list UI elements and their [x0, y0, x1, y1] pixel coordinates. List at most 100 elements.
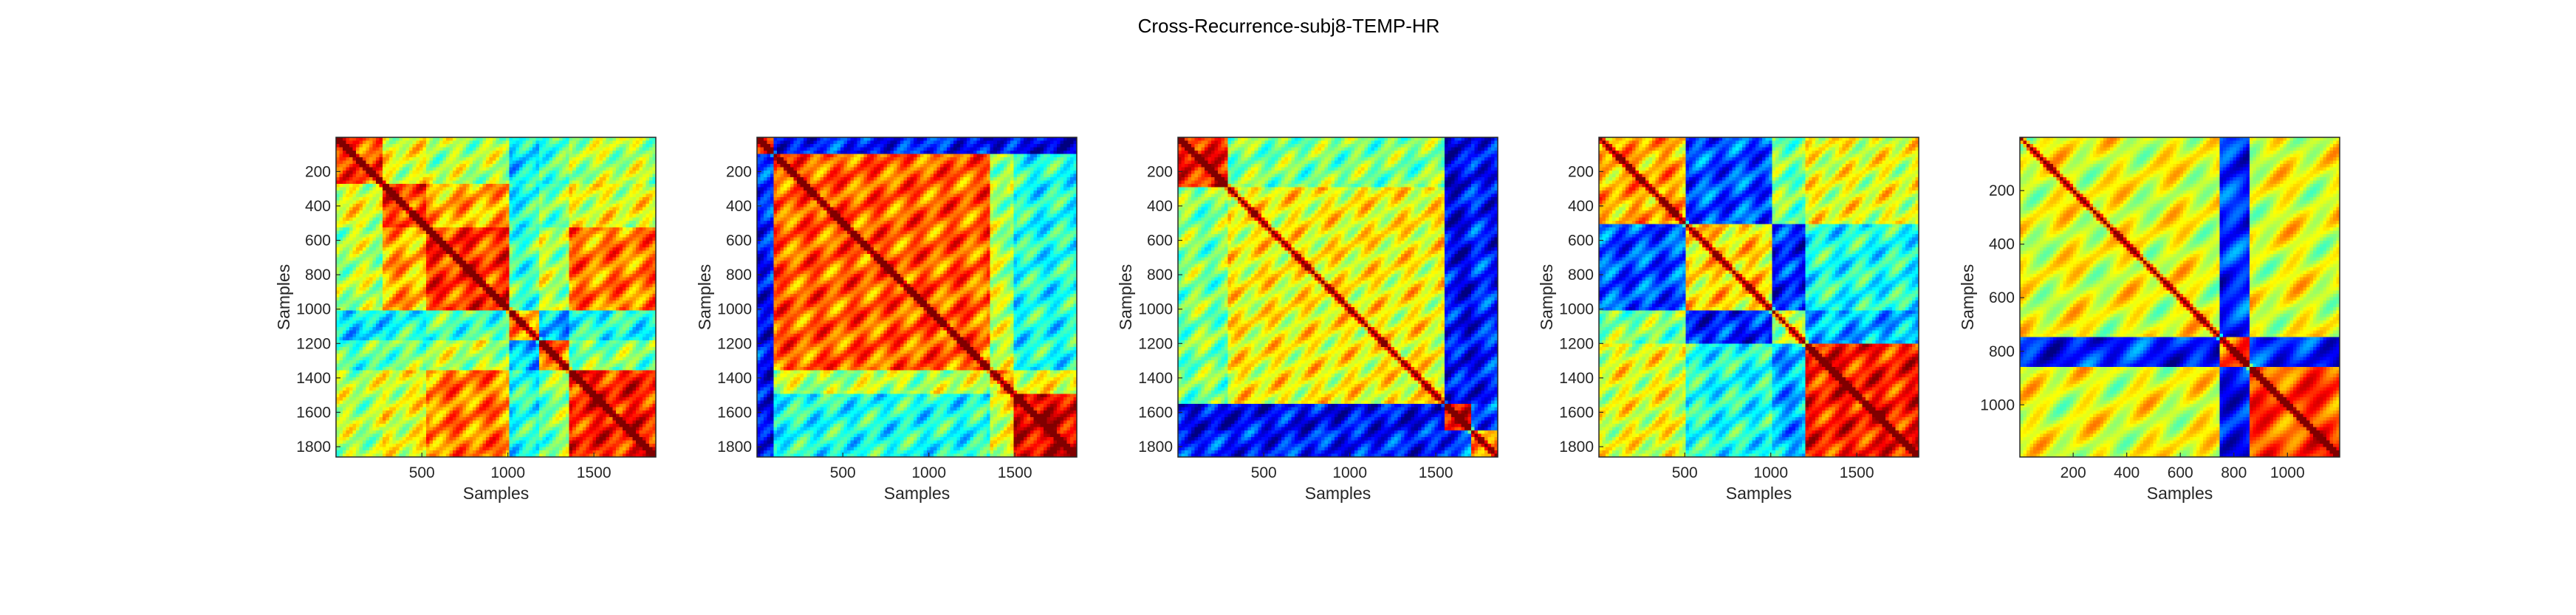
heatmap-cell	[459, 297, 463, 301]
heatmap-cell	[452, 173, 456, 178]
heatmap-cell	[379, 247, 383, 251]
heatmap-cell	[479, 270, 484, 275]
heatmap-cell	[635, 230, 640, 235]
heatmap-cell	[422, 154, 427, 158]
heatmap-cell	[462, 307, 467, 312]
heatmap-cell	[612, 257, 617, 261]
heatmap-cell	[412, 293, 417, 298]
heatmap-cell	[476, 184, 480, 188]
heatmap-cell	[359, 267, 363, 272]
heatmap-cell	[425, 147, 430, 151]
heatmap-cell	[635, 210, 640, 215]
heatmap-cell	[465, 273, 470, 278]
heatmap-cell	[595, 200, 600, 205]
heatmap-cell	[506, 277, 510, 281]
heatmap-cell	[352, 180, 357, 185]
heatmap-cell	[383, 297, 387, 301]
heatmap-cell	[595, 267, 600, 272]
heatmap-cell	[586, 237, 590, 241]
heatmap-cell	[349, 307, 354, 312]
heatmap-cell	[549, 210, 553, 215]
heatmap-cell	[622, 230, 627, 235]
heatmap-cell	[366, 144, 370, 148]
heatmap-cell	[469, 151, 473, 155]
heatmap-cell	[442, 190, 447, 195]
heatmap-cell	[465, 270, 470, 275]
heatmap-cell	[628, 277, 634, 281]
heatmap-cell	[522, 151, 527, 155]
heatmap-cell	[369, 167, 374, 171]
heatmap-cell	[392, 184, 397, 188]
heatmap-cell	[485, 144, 490, 148]
heatmap-cell	[392, 177, 397, 182]
heatmap-cell	[549, 177, 553, 182]
heatmap-cell	[532, 284, 537, 288]
heatmap-cell	[456, 300, 460, 305]
heatmap-cell	[566, 157, 570, 162]
heatmap-cell	[422, 300, 427, 305]
heatmap-cell	[456, 200, 460, 205]
heatmap-cell	[366, 300, 370, 305]
heatmap-cell	[472, 193, 477, 198]
heatmap-cell	[569, 240, 573, 244]
heatmap-cell	[416, 220, 420, 224]
heatmap-cell	[376, 230, 380, 235]
heatmap-cell	[552, 227, 557, 231]
heatmap-cell	[526, 257, 530, 261]
heatmap-cell	[379, 273, 383, 278]
heatmap-cell	[599, 267, 603, 272]
heatmap-cell	[522, 187, 527, 191]
heatmap-cell	[399, 180, 403, 185]
heatmap-cell	[456, 270, 460, 275]
heatmap-cell	[349, 237, 354, 241]
heatmap-cell	[513, 237, 517, 241]
heatmap-cell	[626, 273, 630, 278]
heatmap-cell	[552, 286, 557, 292]
heatmap-cell	[339, 220, 343, 224]
heatmap-cell	[496, 171, 500, 175]
heatmap-cell	[602, 267, 606, 272]
heatmap-cell	[519, 290, 524, 295]
heatmap-cell	[485, 273, 490, 278]
heatmap-cell	[602, 280, 606, 285]
heatmap-cell	[436, 300, 440, 305]
heatmap-cell	[432, 144, 436, 148]
heatmap-cell	[356, 230, 360, 235]
heatmap-cell	[589, 247, 593, 251]
heatmap-cell	[339, 264, 343, 268]
heatmap-cell	[529, 227, 533, 231]
heatmap-cell	[609, 257, 613, 261]
heatmap-cell	[599, 147, 603, 151]
heatmap-cell	[346, 190, 350, 195]
heatmap-cell	[356, 210, 360, 215]
heatmap-cell	[575, 303, 580, 308]
heatmap-cell	[436, 267, 440, 272]
heatmap-cell	[509, 307, 513, 312]
heatmap-cell	[612, 171, 617, 175]
heatmap-cell	[555, 137, 560, 142]
heatmap-cell	[462, 303, 467, 308]
heatmap-cell	[549, 237, 553, 241]
heatmap-cell	[602, 220, 606, 224]
heatmap-cell	[542, 280, 547, 285]
heatmap-cell	[366, 217, 370, 221]
heatmap-cell	[582, 160, 586, 165]
heatmap-cell	[405, 177, 410, 182]
heatmap-cell	[496, 237, 500, 241]
heatmap-cell	[436, 307, 440, 312]
heatmap-cell	[369, 184, 374, 188]
heatmap-cell	[642, 151, 647, 155]
heatmap-cell	[542, 247, 547, 251]
heatmap-cell	[439, 171, 443, 175]
heatmap-cell	[506, 264, 510, 268]
heatmap-cell	[589, 193, 593, 198]
heatmap-cell	[648, 237, 654, 241]
heatmap-cell	[489, 230, 493, 235]
heatmap-cell	[562, 264, 566, 268]
heatmap-cell	[412, 207, 417, 211]
heatmap-cell	[559, 213, 564, 218]
heatmap-cell	[445, 177, 450, 182]
heatmap-cell	[489, 177, 493, 182]
heatmap-cell	[546, 180, 550, 185]
heatmap-cell	[549, 224, 553, 228]
